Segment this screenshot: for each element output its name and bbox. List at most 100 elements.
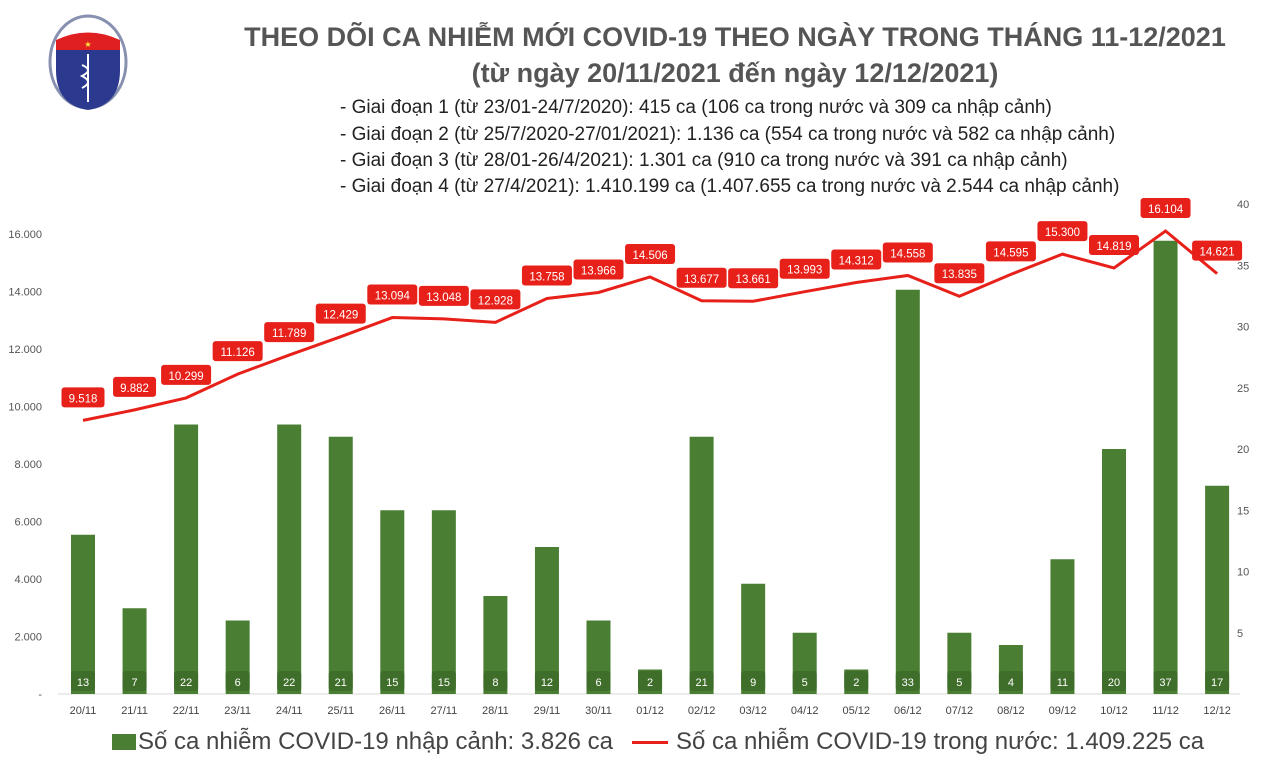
line-label-box xyxy=(625,243,676,264)
bar-label-box xyxy=(122,671,147,691)
bar xyxy=(1153,240,1178,694)
svg-text:★: ★ xyxy=(84,40,91,49)
line-label-box xyxy=(470,289,521,310)
line-label: 13.094 xyxy=(375,291,411,303)
bar-label-box xyxy=(534,671,559,691)
x-tick-label: 01/12 xyxy=(636,705,664,717)
x-tick-label: 29/11 xyxy=(534,705,561,717)
bar-label-box xyxy=(277,671,302,691)
right-tick-label: 35 xyxy=(1237,260,1249,272)
line-label-box xyxy=(521,265,572,286)
bar-label: 4 xyxy=(1008,677,1014,689)
line-label: 11.789 xyxy=(272,328,306,340)
right-tick-label: 15 xyxy=(1237,505,1249,517)
line-label-box xyxy=(315,303,366,324)
bar-label-box xyxy=(895,671,920,691)
x-tick-label: 12/12 xyxy=(1203,705,1231,717)
line-label-box xyxy=(728,268,779,289)
bar xyxy=(895,289,920,694)
bar-label: 17 xyxy=(1211,677,1223,689)
line-label-box xyxy=(113,376,157,397)
bar-label: 2 xyxy=(647,677,653,689)
bar-label-box xyxy=(947,671,972,691)
left-tick-label: 8.000 xyxy=(14,459,42,471)
line-label: 13.677 xyxy=(684,274,719,286)
x-tick-label: 24/11 xyxy=(276,705,303,717)
line-label: 16.104 xyxy=(1148,204,1184,216)
x-tick-label: 11/12 xyxy=(1152,705,1179,717)
bar-label-box xyxy=(431,671,456,691)
bar-label: 22 xyxy=(180,677,192,689)
bar-label-box xyxy=(689,671,714,691)
right-tick-label: 5 xyxy=(1237,628,1243,640)
bar-label-box xyxy=(638,671,663,691)
left-tick-label: 16.000 xyxy=(8,229,42,241)
bar-label: 8 xyxy=(492,677,498,689)
bar xyxy=(174,424,199,694)
bar xyxy=(689,436,714,694)
legend-bar: Số ca nhiễm COVID-19 nhập cảnh: 3.826 ca xyxy=(112,728,613,756)
bar-label: 6 xyxy=(595,677,601,689)
bar-label-box xyxy=(586,671,611,691)
left-tick-label: 10.000 xyxy=(8,402,42,414)
phase-1: - Giai đoạn 1 (từ 23/01-24/7/2020): 415 … xyxy=(340,97,1052,118)
line-label: 13.966 xyxy=(581,265,616,277)
x-tick-label: 07/12 xyxy=(946,705,974,717)
bar-label: 6 xyxy=(235,677,241,689)
line-label-box xyxy=(161,364,212,385)
phase-4: - Giai đoạn 4 (từ 27/4/2021): 1.410.199 … xyxy=(340,176,1120,197)
x-tick-label: 03/12 xyxy=(739,705,767,717)
line-label: 14.819 xyxy=(1096,241,1131,253)
right-tick-label: 20 xyxy=(1237,444,1249,456)
bar-label: 15 xyxy=(438,677,450,689)
logo: ★ xyxy=(48,10,128,110)
bar-label-box xyxy=(380,671,405,691)
bar xyxy=(328,436,353,694)
bar-label: 33 xyxy=(902,677,914,689)
phase-2: - Giai đoạn 2 (từ 25/7/2020-27/01/2021):… xyxy=(340,124,1116,145)
line-label: 14.506 xyxy=(632,250,667,262)
line-label-box xyxy=(831,249,882,270)
bar xyxy=(534,547,559,694)
bar-label: 21 xyxy=(695,677,707,689)
legend-line: Số ca nhiễm COVID-19 trong nước: 1.409.2… xyxy=(632,728,1204,756)
bar-label: 11 xyxy=(1057,677,1068,689)
phase-3: - Giai đoạn 3 (từ 28/01-26/4/2021): 1.30… xyxy=(340,150,1068,171)
line-label-box xyxy=(212,341,263,362)
bar-label-box xyxy=(328,671,353,691)
line-label-box xyxy=(367,284,418,305)
line-label-box xyxy=(418,285,469,306)
bar xyxy=(71,534,95,694)
x-tick-label: 05/12 xyxy=(842,705,870,717)
x-tick-label: 23/11 xyxy=(224,705,251,717)
x-tick-label: 27/11 xyxy=(430,705,457,717)
line-label-box xyxy=(1192,240,1243,261)
line-label-box xyxy=(676,267,727,288)
bar-label-box xyxy=(483,671,508,691)
bar-label-box xyxy=(71,671,95,691)
x-tick-label: 02/12 xyxy=(688,705,716,717)
bar xyxy=(277,424,302,694)
right-tick-label: 30 xyxy=(1237,322,1249,334)
x-tick-label: 21/11 xyxy=(121,705,148,717)
line-label: 9.518 xyxy=(69,393,98,405)
line-label: 12.928 xyxy=(478,295,513,307)
x-tick-label: 20/11 xyxy=(70,705,97,717)
line-label-box xyxy=(1089,234,1139,255)
line-label: 13.835 xyxy=(942,269,977,281)
x-tick-label: 26/11 xyxy=(379,705,406,717)
x-tick-label: 22/11 xyxy=(173,705,200,717)
bar-label-box xyxy=(998,671,1023,691)
right-tick-label: 25 xyxy=(1237,383,1249,395)
line-label-box xyxy=(264,322,315,343)
chart-subtitle: (từ ngày 20/11/2021 đến ngày 12/12/2021) xyxy=(471,58,999,88)
line-series xyxy=(82,229,1219,422)
left-tick-label: 12.000 xyxy=(8,344,42,356)
line-label-box xyxy=(934,263,985,284)
left-tick-label: 4.000 xyxy=(14,574,42,586)
bar-label: 21 xyxy=(335,677,347,689)
line-label-box xyxy=(1037,221,1088,242)
line-label: 14.312 xyxy=(839,256,874,268)
bar-label-box xyxy=(1153,671,1178,691)
